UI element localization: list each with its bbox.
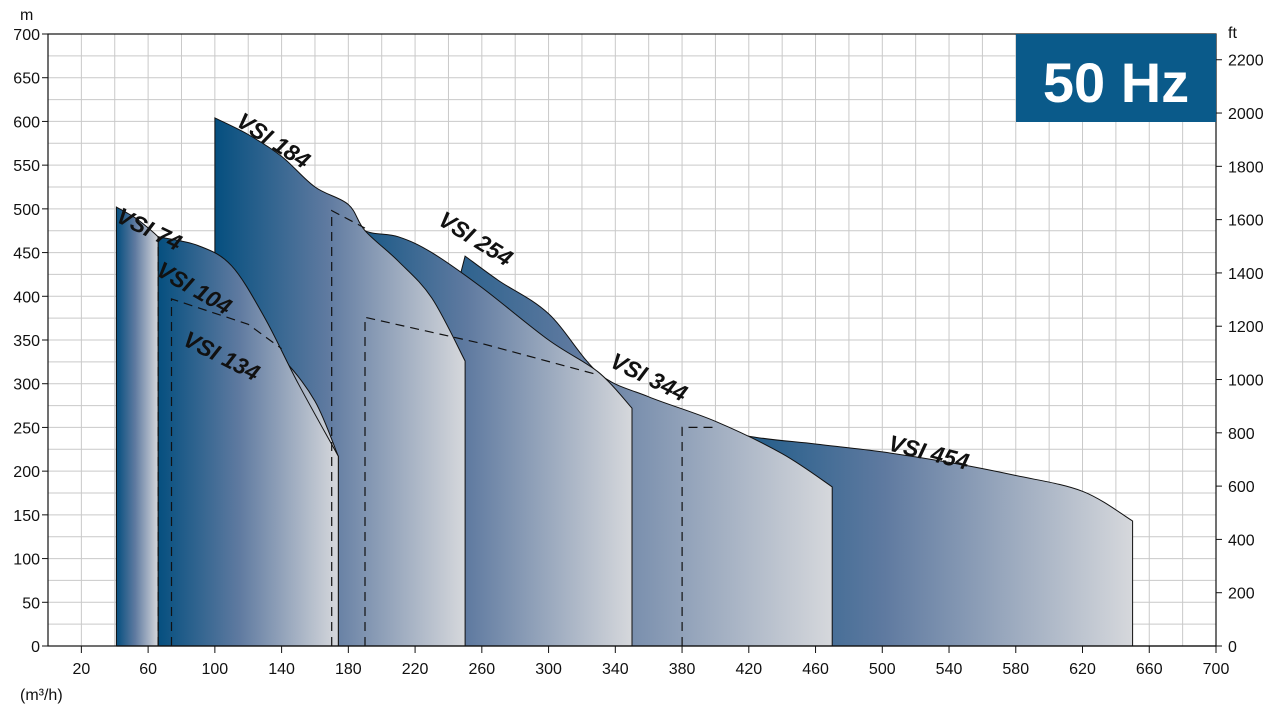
tick-label-x: 100 (202, 661, 229, 678)
tick-label-left: 100 (13, 552, 40, 569)
tick-label-x: 340 (602, 661, 629, 678)
tick-label-x: 60 (139, 661, 157, 678)
tick-label-right: 1600 (1228, 213, 1264, 230)
tick-label-x: 460 (802, 661, 829, 678)
left-axis-ticks: 0 50 100 150 200 250 300 350 400 450 500 550 600 650 7… (13, 27, 48, 656)
tick-label-left: 300 (13, 377, 40, 394)
y-left-unit: m (20, 7, 33, 24)
tick-label-left: 550 (13, 158, 40, 175)
tick-label-left: 350 (13, 333, 40, 350)
tick-label-left: 600 (13, 114, 40, 131)
y-right-unit: ft (1228, 25, 1237, 42)
tick-label-left: 150 (13, 508, 40, 525)
area-vsi-74 (115, 206, 159, 647)
tick-label-left: 200 (13, 464, 40, 481)
series-areas (115, 117, 1216, 647)
tick-label-x: 140 (268, 661, 295, 678)
tick-label-x: 540 (936, 661, 963, 678)
tick-label-x: 500 (869, 661, 896, 678)
tick-label-x: 220 (402, 661, 429, 678)
tick-label-left: 700 (13, 27, 40, 44)
tick-label-x: 580 (1002, 661, 1029, 678)
dashed-vsi-134 (170, 298, 282, 646)
area-vsi-104 (157, 236, 339, 647)
tick-label-x: 260 (468, 661, 495, 678)
tick-label-x: 620 (1069, 661, 1096, 678)
x-axis-ticks: 20 60 100 140 180 220 260 300 340 380 420 460 500 540… (72, 646, 1229, 678)
tick-label-x: 20 (72, 661, 90, 678)
tick-label-right: 2200 (1228, 53, 1264, 70)
frequency-badge: 50 Hz (1016, 34, 1216, 122)
tick-label-right: 2000 (1228, 106, 1264, 123)
tick-label-right: 1800 (1228, 159, 1264, 176)
badge-label: 50 Hz (1043, 51, 1189, 114)
dashed-vsi-104 (157, 236, 169, 646)
tick-label-right: 800 (1228, 426, 1255, 443)
tick-label-x: 380 (669, 661, 696, 678)
tick-label-right: 600 (1228, 479, 1255, 496)
dashed-vsi-254 (331, 209, 366, 646)
tick-label-x: 700 (1203, 661, 1230, 678)
tick-label-left: 50 (22, 595, 40, 612)
badge-background (1016, 34, 1216, 122)
tick-label-right: 1400 (1228, 266, 1264, 283)
tick-label-right: 1200 (1228, 319, 1264, 336)
tick-label-x: 300 (535, 661, 562, 678)
tick-label-left: 0 (31, 639, 40, 656)
tick-label-left: 400 (13, 289, 40, 306)
tick-label-right: 1000 (1228, 373, 1264, 390)
tick-label-right: 200 (1228, 586, 1255, 603)
tick-label-left: 450 (13, 246, 40, 263)
tick-label-left: 650 (13, 71, 40, 88)
tick-label-x: 660 (1136, 661, 1163, 678)
x-axis-unit: (m³/h) (20, 687, 63, 704)
tick-label-left: 250 (13, 420, 40, 437)
right-axis-ticks: 0 200 400 600 800 1000 1200 1400 1600 1800 2000 220… (1216, 53, 1264, 656)
tick-label-right: 400 (1228, 532, 1255, 549)
tick-label-x: 420 (735, 661, 762, 678)
dashed-vsi-454 (681, 426, 716, 646)
tick-label-x: 180 (335, 661, 362, 678)
tick-label-left: 500 (13, 202, 40, 219)
dashed-curves (157, 209, 716, 646)
tick-label-right: 0 (1228, 639, 1237, 656)
